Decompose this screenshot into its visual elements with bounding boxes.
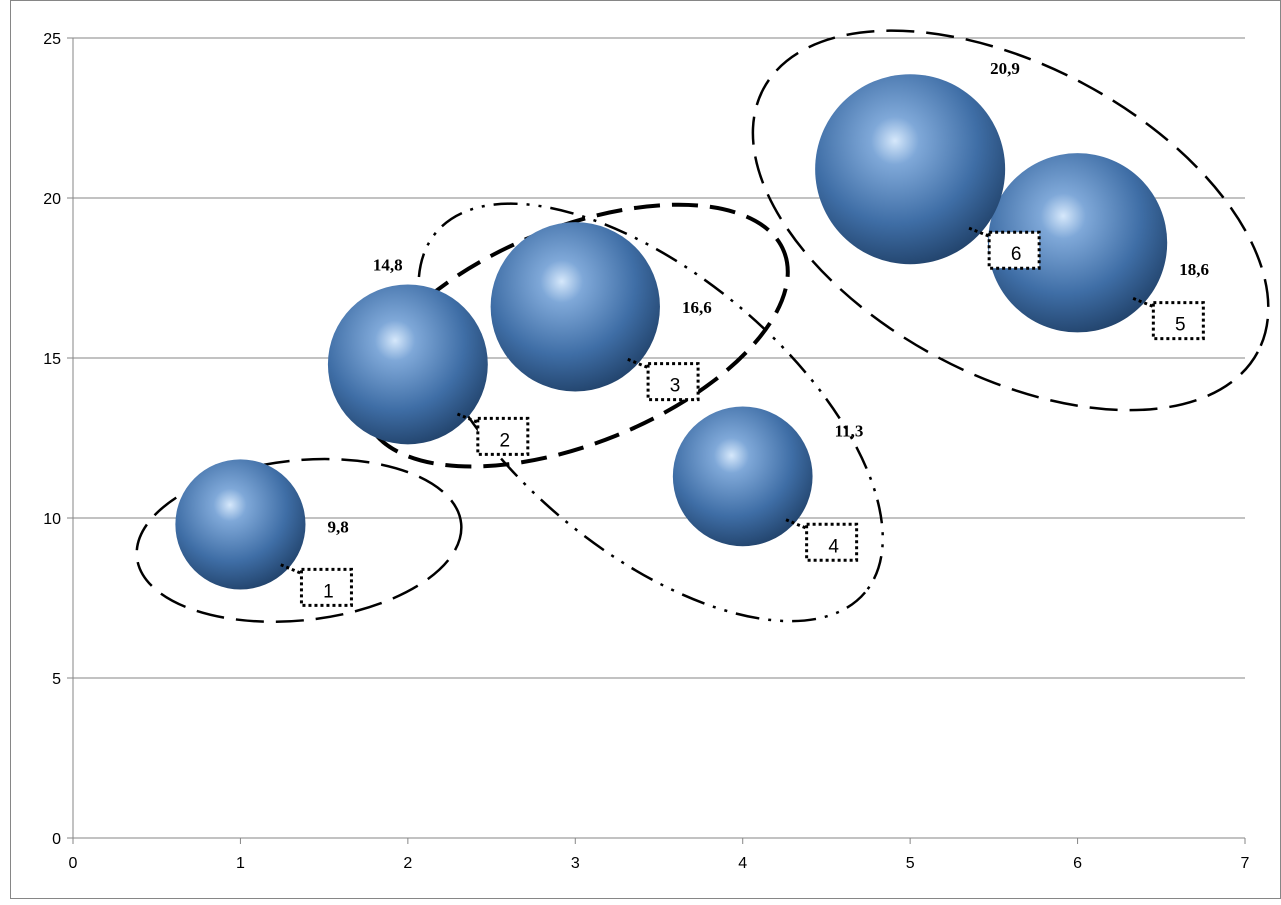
leader-line	[968, 226, 990, 238]
point-number-box	[646, 362, 700, 402]
point-number-label: 2	[500, 430, 511, 451]
point-number-label: 4	[828, 536, 839, 557]
point-number-label: 1	[323, 581, 334, 602]
x-tick-label: 0	[69, 855, 78, 872]
value-label: 20,9	[990, 59, 1020, 78]
leader-line	[627, 357, 649, 369]
point-number-box	[299, 567, 353, 607]
bubble	[987, 153, 1168, 333]
x-tick-label: 6	[1073, 855, 1082, 872]
y-tick-label: 15	[43, 351, 61, 368]
point-number-label: 5	[1175, 315, 1186, 336]
value-label: 9,8	[327, 517, 348, 536]
bubble	[490, 222, 660, 392]
value-label: 18,6	[1179, 260, 1209, 279]
y-tick-label: 20	[43, 191, 61, 208]
leader-line	[1132, 296, 1154, 308]
value-label: 11,3	[835, 421, 864, 440]
point-number-box	[1151, 301, 1205, 341]
x-tick-label: 7	[1241, 855, 1250, 872]
y-tick-label: 0	[52, 831, 61, 848]
value-label: 14,8	[373, 255, 403, 274]
bubble	[815, 74, 1006, 265]
y-tick-label: 25	[43, 31, 61, 48]
x-tick-label: 5	[906, 855, 915, 872]
leader-line	[785, 518, 808, 530]
x-tick-label: 4	[738, 855, 747, 872]
data-labels: 1 9,8 2 14,8 3 16,6 4 11,3 5 18,6 6 20,9	[280, 59, 1209, 607]
x-tick-label: 1	[236, 855, 245, 872]
leader-line	[456, 412, 479, 424]
x-tick-label: 3	[571, 855, 580, 872]
value-label: 16,6	[682, 298, 712, 317]
bubbles	[175, 74, 1168, 590]
point-number-label: 3	[670, 376, 681, 397]
chart-border	[10, 0, 1281, 899]
point-number-label: 6	[1011, 244, 1022, 265]
group-ellipse-1	[135, 457, 463, 624]
x-tick-label: 2	[403, 855, 412, 872]
y-tick-label: 5	[52, 671, 61, 688]
point-number-box	[476, 416, 530, 456]
bubble	[327, 284, 488, 445]
bubble	[672, 406, 813, 547]
leader-line	[280, 563, 303, 575]
point-number-box	[805, 522, 859, 562]
y-tick-label: 10	[43, 511, 61, 528]
bubble	[175, 459, 306, 590]
group-ellipses	[135, 29, 1270, 624]
point-number-box	[987, 230, 1041, 270]
